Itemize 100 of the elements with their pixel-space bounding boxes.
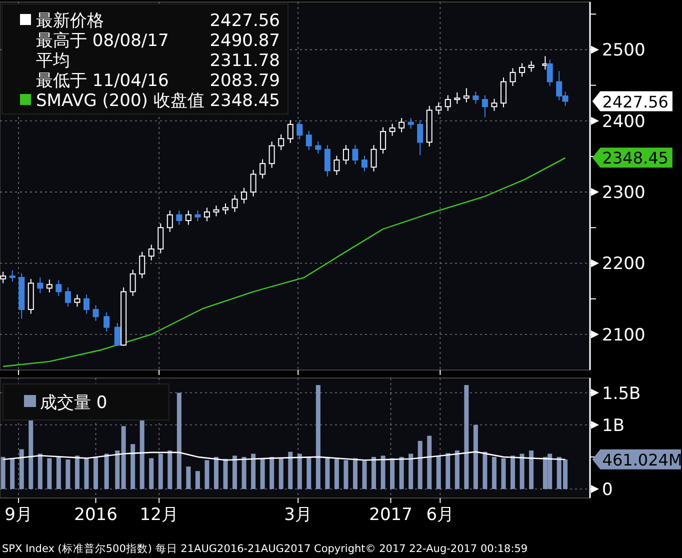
bar [529,450,534,490]
bar [232,456,238,490]
bar [223,458,228,490]
candlestick [546,59,553,86]
annotation: 2311.78 [210,51,280,71]
candlestick [139,251,146,279]
bar [436,456,441,490]
bar [408,454,414,490]
x-tick-label: 6月 [426,505,454,525]
candlestick [204,207,210,222]
bar [260,458,265,490]
bar [278,458,284,490]
y-tick-label: 2200 [602,254,646,274]
candlestick [380,126,386,154]
x-tick-label: 2017 [369,505,412,525]
candlestick [306,130,312,151]
candlestick [342,144,349,165]
bar [482,452,488,490]
bar [334,458,339,490]
candlestick [278,134,284,151]
bar [297,454,302,490]
bar [130,444,136,490]
legend-label: 成交量 0 [40,393,108,413]
bar [19,449,24,490]
candlestick [37,276,44,294]
candlestick [56,280,62,296]
bar [418,440,422,490]
bar [464,385,469,490]
candlestick [519,62,526,78]
annotation: 2427.56 [602,92,668,112]
candlestick [472,91,479,104]
candlestick [194,210,201,222]
bar [454,450,460,490]
bar [158,454,163,490]
y-tick-label: 2400 [602,112,646,132]
bar [214,456,218,490]
candlestick [398,118,405,133]
candlestick [260,158,266,180]
candlestick [444,94,451,112]
bar [372,456,376,490]
candlestick [83,294,90,314]
annotation: 2348.45 [602,148,668,168]
candlestick [241,187,248,204]
bar [149,458,154,490]
annotation: 2490.87 [210,31,280,51]
bar [270,456,274,490]
candlestick [454,92,460,104]
bar [520,454,524,490]
bar [362,460,367,490]
bar [10,458,15,490]
bar [306,456,312,490]
candlestick [352,144,358,165]
annotation: 平均 [36,51,70,71]
bar [38,454,42,490]
candlestick [482,94,488,118]
y-tick-label: 1B [602,416,624,436]
bar [251,454,256,490]
candlestick [176,210,182,226]
bar [168,450,172,490]
candlestick [436,102,442,115]
candlestick [92,304,99,322]
candlestick [166,210,173,232]
candlestick [185,210,192,226]
candlestick [315,141,322,154]
bar [399,456,404,490]
candlestick [408,118,414,130]
text: SPX Index (标准普尔500指数) 每日 21AUG2016-21AUG2017 Copyright© 2017 22-Aug-2017 00:18:59 [2,542,528,555]
x-tick-label: 12月 [140,505,178,525]
candlestick [46,279,52,293]
bar [473,424,478,490]
candlestick [130,269,136,296]
candlestick [370,144,377,172]
line-series [2,157,566,368]
candlestick [104,312,110,332]
bar [28,419,34,490]
bar [316,385,320,490]
candlestick [287,120,294,144]
annotation: 461.024M [602,450,682,470]
candlestick [362,155,368,172]
bar [74,456,80,490]
candlestick [528,60,534,72]
candlestick [9,270,16,282]
candlestick [222,202,228,215]
bar [140,420,144,490]
bar [390,458,395,490]
candlestick [324,144,330,177]
bar [84,458,89,490]
annotation: 最新价格 [36,11,104,31]
bar [501,458,506,490]
bar [446,453,450,490]
candlestick [213,205,220,217]
bar [510,456,516,490]
y-tick-label: 2100 [602,325,646,346]
x-tick-label: 9月 [4,505,32,525]
bar [242,456,246,490]
bar [427,436,432,490]
annotation: 2083.79 [210,71,280,91]
annotation: 最低于 11/04/16 [36,71,169,91]
bar [204,460,210,490]
candlestick [296,120,303,140]
